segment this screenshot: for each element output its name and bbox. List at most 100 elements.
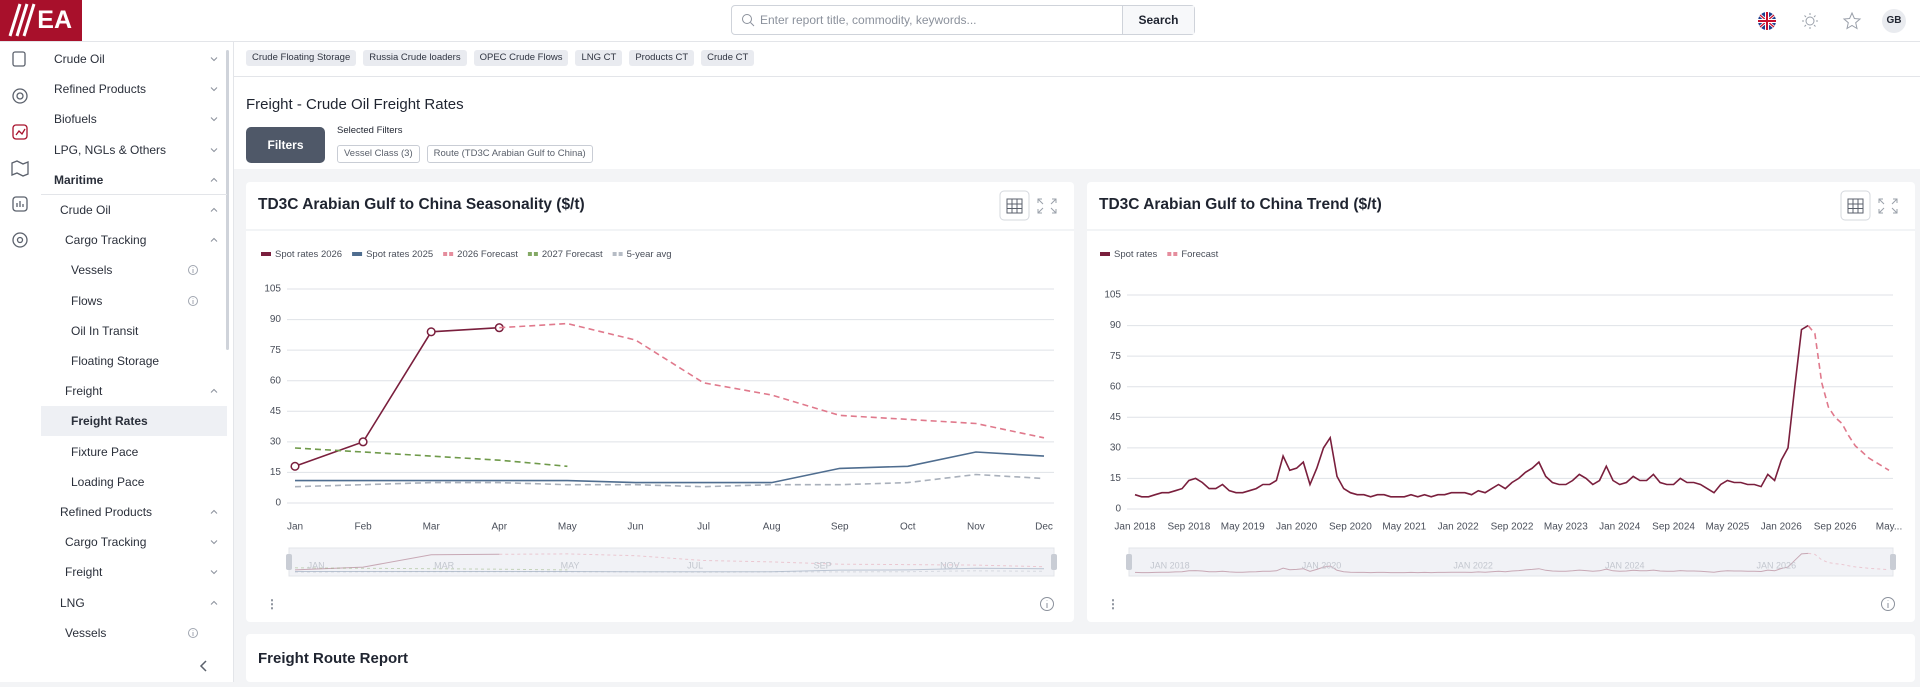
legend-label[interactable]: Spot rates 2025	[366, 249, 433, 260]
legend-label[interactable]: Spot rates	[1114, 249, 1158, 260]
info-icon[interactable]	[1881, 597, 1895, 611]
x-tick-label: Aug	[763, 522, 781, 533]
series-line	[294, 473, 1045, 488]
rail-icon[interactable]	[12, 232, 28, 248]
legend-label[interactable]: Forecast	[1181, 249, 1218, 260]
info-circle	[188, 295, 198, 306]
x-tick-label: May	[558, 522, 577, 533]
chevron[interactable]	[208, 113, 220, 125]
x-tick-label: Jan 2020	[1276, 522, 1318, 533]
tab[interactable]: Crude CT	[701, 50, 755, 66]
nav-item[interactable]: LPG, NGLs & Others	[41, 135, 227, 165]
tab[interactable]: Russia Crude loaders	[363, 50, 467, 66]
info-circle	[188, 265, 198, 276]
nav-item[interactable]: Fixture Pace	[41, 437, 227, 467]
filters-button[interactable]: Filters	[246, 127, 325, 163]
nav-item[interactable]: Vessels	[41, 618, 227, 648]
filter-chip[interactable]: Vessel Class (3)	[337, 145, 420, 163]
table-view-button[interactable]	[1840, 190, 1871, 221]
nav-item[interactable]: Refined Products	[41, 497, 227, 527]
chevron[interactable]	[208, 385, 220, 397]
chevron-path	[210, 57, 218, 62]
chevron[interactable]	[208, 506, 220, 518]
chevron[interactable]	[208, 144, 220, 156]
chevron-path	[210, 388, 218, 394]
avatar[interactable]: GB	[1882, 9, 1906, 33]
nav-item[interactable]: Maritime	[41, 165, 227, 195]
expand-icon[interactable]	[1878, 198, 1898, 214]
nav-item[interactable]: Biofuels	[41, 104, 227, 134]
legend-swatch	[352, 252, 363, 256]
info-icon[interactable]	[187, 295, 199, 307]
nav-item[interactable]: Freight	[41, 557, 227, 587]
nav-item[interactable]: Oil In Transit	[41, 316, 227, 346]
y-tick-label: 45	[270, 406, 282, 417]
rail-icon[interactable]	[11, 160, 29, 177]
chevron[interactable]	[208, 83, 220, 95]
nav-item[interactable]: Floating Storage	[41, 346, 227, 376]
nav-item[interactable]: Crude Oil	[41, 44, 227, 74]
search-placeholder: Enter report title, commodity, keywords.…	[760, 13, 977, 27]
tab[interactable]: LNG CT	[575, 50, 623, 66]
navigator-label: JAN 2020	[1302, 560, 1342, 570]
nav-label: Freight	[65, 565, 103, 580]
series-line	[294, 326, 500, 468]
chevron[interactable]	[208, 597, 220, 609]
theme-icon[interactable]	[1805, 16, 1815, 26]
collapse-button[interactable]	[196, 658, 212, 674]
series-line	[499, 322, 1045, 439]
nav-item[interactable]: LNG	[41, 588, 227, 618]
nav-item[interactable]: Flows	[41, 286, 227, 316]
nav-item[interactable]: Freight	[41, 376, 227, 406]
series-line	[1134, 324, 1809, 498]
legend-label[interactable]: Spot rates 2026	[275, 249, 342, 260]
expand-icon[interactable]	[1037, 198, 1057, 214]
x-tick-label: Sep 2018	[1167, 522, 1210, 533]
nav-label: Crude Oil	[60, 203, 111, 217]
chevron[interactable]	[208, 174, 220, 186]
legend-label[interactable]: 5-year avg	[627, 249, 672, 260]
chevron[interactable]	[208, 566, 220, 578]
filter-chip[interactable]: Route (TD3C Arabian Gulf to China)	[426, 145, 593, 163]
rail-icon[interactable]	[12, 51, 26, 67]
nav-item[interactable]: Vessels	[41, 255, 227, 285]
info-icon[interactable]	[187, 627, 199, 639]
table-view-button[interactable]	[999, 190, 1030, 221]
info-icon[interactable]	[1040, 597, 1054, 611]
chart: TD3C Arabian Gulf to China Seasonality (…	[246, 190, 1074, 611]
chevron[interactable]	[208, 204, 220, 216]
rail-icon[interactable]	[12, 88, 28, 104]
tab[interactable]: Products CT	[629, 50, 695, 66]
nav-label: Freight Rates	[71, 414, 148, 429]
chevron[interactable]	[208, 53, 220, 65]
rail-icon[interactable]	[12, 196, 28, 212]
info-circle	[188, 627, 198, 638]
rail-icons	[11, 51, 29, 248]
favorite-icon[interactable]	[1842, 11, 1862, 30]
legend-label[interactable]: 2027 Forecast	[542, 249, 603, 260]
legend-swatch	[1100, 252, 1110, 256]
legend-label[interactable]: 2026 Forecast	[457, 249, 518, 260]
nav-item[interactable]: Crude Oil	[41, 195, 227, 225]
chevron-path	[210, 600, 218, 605]
search-box[interactable]: Enter report title, commodity, keywords.…	[731, 5, 1195, 35]
info-icon[interactable]	[187, 264, 199, 276]
nav-item[interactable]: Refined Products	[41, 74, 227, 104]
navigator-line	[294, 570, 1045, 573]
tab[interactable]: OPEC Crude Flows	[473, 50, 569, 66]
search-icon	[742, 14, 755, 27]
chevron-path	[210, 570, 218, 575]
nav-item[interactable]: Cargo Tracking	[41, 527, 227, 557]
logo[interactable]: EA	[0, 0, 82, 41]
nav-item[interactable]: Freight Rates	[41, 406, 227, 437]
chevron[interactable]	[208, 234, 220, 246]
search-button[interactable]: Search	[1122, 6, 1194, 34]
chevron[interactable]	[208, 536, 220, 548]
rail-icon[interactable]	[12, 124, 28, 140]
nav-item[interactable]: Cargo Tracking	[41, 225, 227, 255]
x-tick-label: Nov	[967, 522, 985, 533]
tab[interactable]: Crude Floating Storage	[246, 50, 357, 66]
logo-text: EA	[37, 6, 72, 34]
nav-item[interactable]: Loading Pace	[41, 467, 227, 497]
